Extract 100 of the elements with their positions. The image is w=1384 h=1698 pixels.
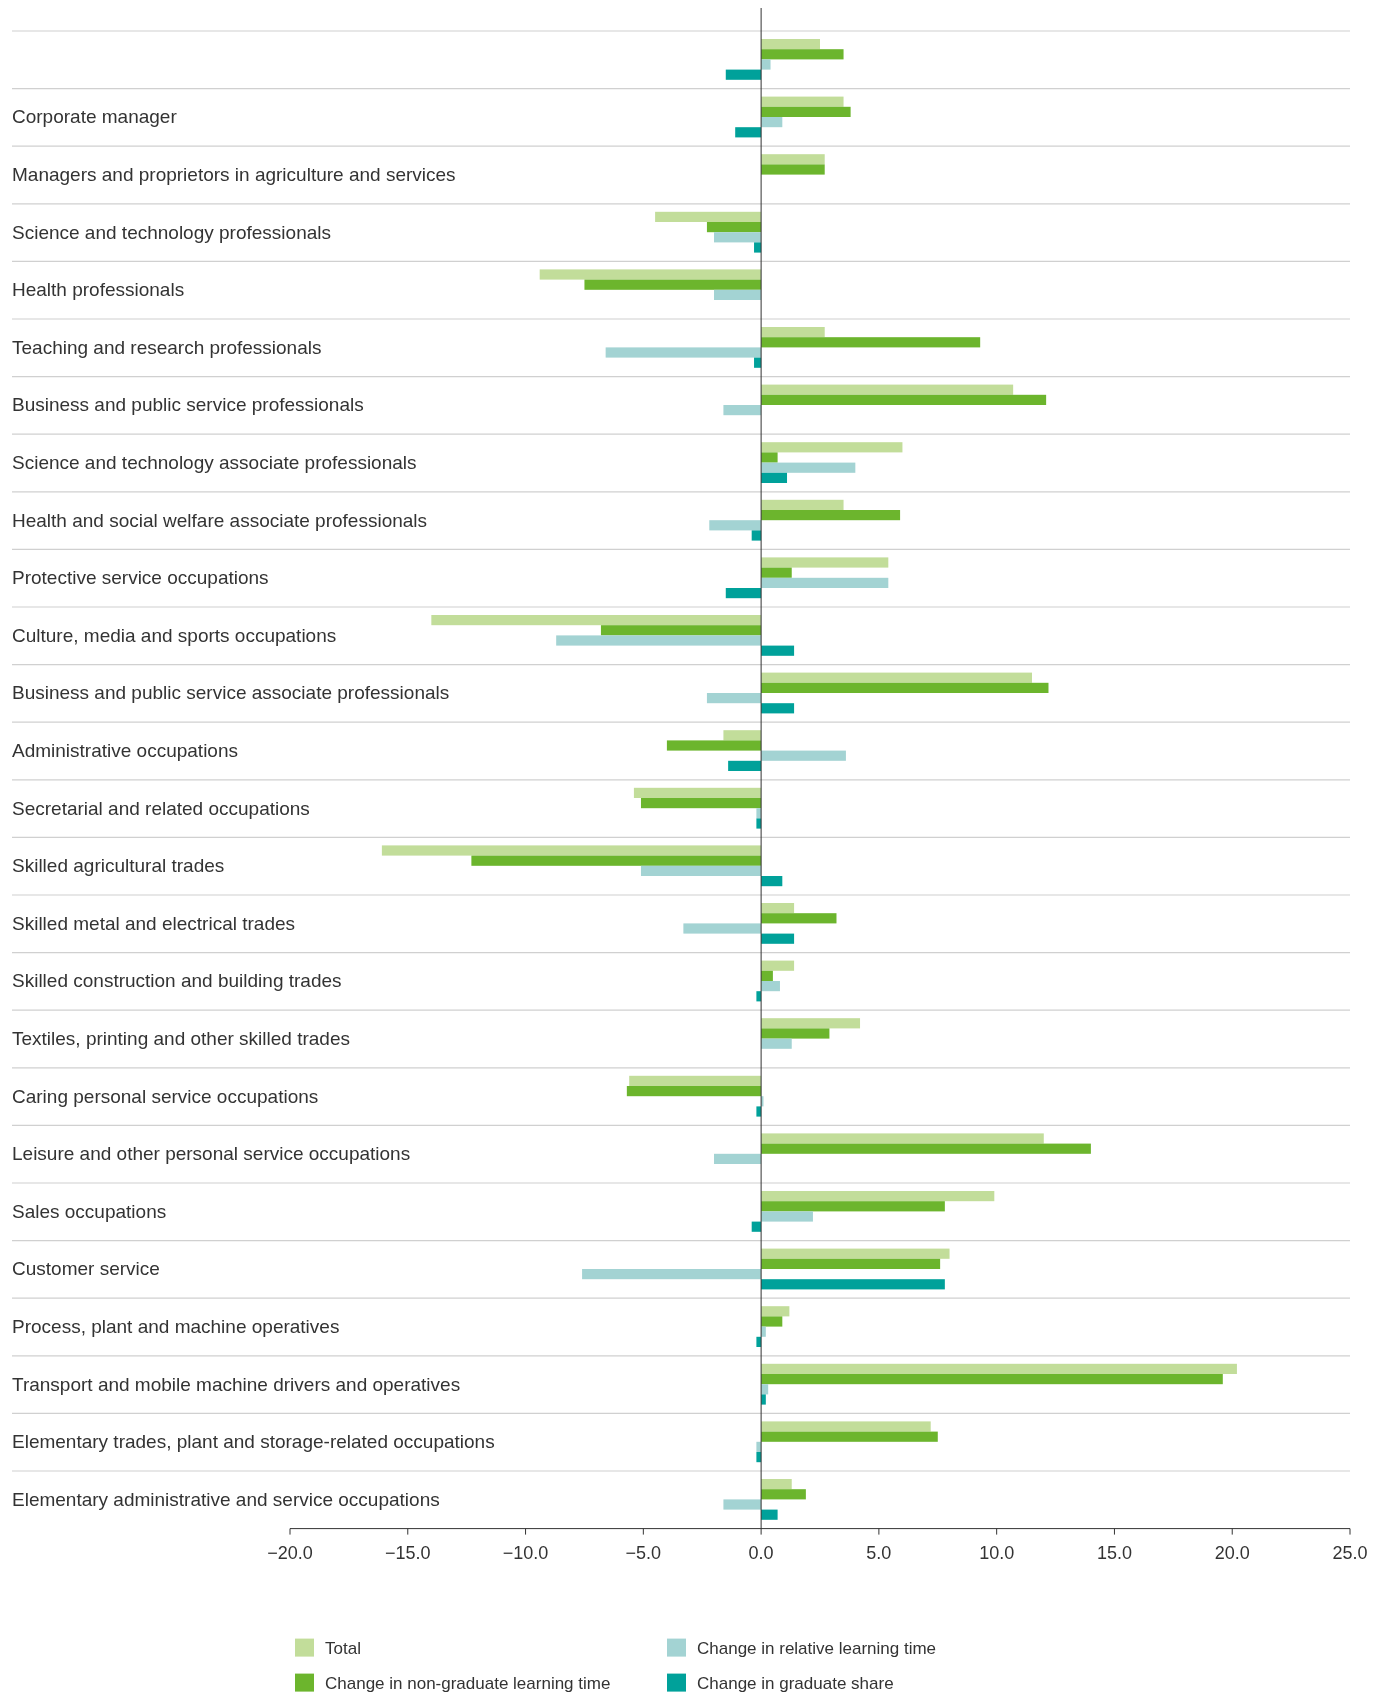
bar xyxy=(761,577,889,588)
bar xyxy=(761,1028,830,1039)
bar xyxy=(723,730,762,741)
y-tick-label: Customer service xyxy=(12,1258,160,1280)
bar xyxy=(761,1211,813,1222)
x-tick-label: −15.0 xyxy=(385,1542,431,1563)
bar xyxy=(584,279,762,290)
y-tick-label: Corporate manager xyxy=(12,106,178,128)
y-tick-label: Business and public service associate professionals xyxy=(12,682,450,704)
x-tick-label: 20.0 xyxy=(1214,1542,1250,1563)
bar xyxy=(761,1363,1237,1374)
bar xyxy=(640,865,762,876)
bar xyxy=(761,1489,806,1500)
x-tick-label: 15.0 xyxy=(1096,1542,1132,1563)
y-tick-label: Skilled construction and building trades xyxy=(12,970,342,992)
bar xyxy=(714,1153,762,1164)
bar xyxy=(761,1133,1044,1144)
bar xyxy=(605,347,762,358)
y-tick-label: Leisure and other personal service occupations xyxy=(12,1143,411,1165)
bar xyxy=(761,567,792,578)
bar xyxy=(761,39,820,50)
bar xyxy=(600,625,762,636)
bar xyxy=(582,1269,762,1280)
bar xyxy=(725,588,762,599)
bar xyxy=(761,1394,766,1405)
bar xyxy=(761,1431,938,1442)
bar xyxy=(761,462,856,473)
legend-label: Change in graduate share xyxy=(697,1673,894,1693)
bar xyxy=(761,337,981,348)
x-tick-label: −10.0 xyxy=(502,1542,549,1563)
bar xyxy=(761,1421,931,1432)
bar xyxy=(761,933,795,944)
bar xyxy=(640,798,762,809)
bar xyxy=(706,222,762,233)
bar xyxy=(761,876,783,887)
bar xyxy=(761,1191,995,1202)
bar xyxy=(761,1258,941,1269)
x-tick-label: 0.0 xyxy=(748,1542,774,1563)
bar xyxy=(761,49,844,60)
bar xyxy=(728,760,762,771)
y-tick-label: Skilled metal and electrical trades xyxy=(12,912,296,934)
y-tick-label: Textiles, printing and other skilled trades xyxy=(12,1028,350,1049)
y-tick-label: Science and technology associate professionals xyxy=(12,452,417,473)
bar xyxy=(556,635,762,646)
bar xyxy=(756,818,762,829)
bar xyxy=(725,69,762,80)
bar xyxy=(761,327,825,338)
bar xyxy=(761,1509,778,1520)
y-tick-label: Sales occupations xyxy=(12,1200,167,1222)
bar xyxy=(761,750,846,761)
y-tick-label: Protective service occupations xyxy=(12,567,269,589)
bar xyxy=(761,106,851,117)
bar xyxy=(761,682,1049,693)
bar xyxy=(761,645,795,656)
bar xyxy=(761,1038,792,1049)
y-tick-label: Caring personal service occupations xyxy=(12,1085,319,1107)
bar xyxy=(761,672,1032,683)
bar xyxy=(761,960,795,971)
bar xyxy=(761,164,825,175)
bar xyxy=(754,242,762,253)
bar xyxy=(761,703,795,714)
bar xyxy=(761,903,795,914)
bar xyxy=(471,855,762,866)
bar xyxy=(431,615,762,626)
bar xyxy=(751,530,762,541)
x-tick-label: −5.0 xyxy=(625,1542,662,1563)
bar xyxy=(761,394,1047,405)
bar xyxy=(626,1086,762,1097)
bar xyxy=(629,1075,762,1086)
bar xyxy=(761,557,889,568)
legend-label: Total xyxy=(325,1638,361,1658)
bar xyxy=(761,384,1014,395)
bar xyxy=(761,1143,1091,1154)
y-tick-label: Health and social welfare associate professionals xyxy=(12,509,428,531)
legend-label: Change in non-graduate learning time xyxy=(325,1673,611,1693)
x-tick-label: −20.0 xyxy=(267,1542,313,1563)
bar xyxy=(761,1306,790,1317)
legend-label: Change in relative learning time xyxy=(697,1638,937,1658)
bar xyxy=(761,96,844,107)
x-tick-label: 5.0 xyxy=(866,1542,892,1563)
bar xyxy=(761,970,773,981)
y-tick-label: Transport and mobile machine drivers and operatives xyxy=(12,1373,461,1395)
bar xyxy=(714,289,762,300)
bar xyxy=(655,211,762,222)
x-tick-label: 25.0 xyxy=(1332,1542,1368,1563)
bar xyxy=(761,981,780,992)
bar xyxy=(666,740,762,751)
bar xyxy=(761,913,837,924)
bar xyxy=(756,1106,762,1117)
bar xyxy=(714,232,762,243)
bar xyxy=(761,1316,783,1327)
bar xyxy=(761,499,844,510)
bar xyxy=(723,405,762,416)
y-tick-label: Culture, media and sports occupations xyxy=(12,624,337,646)
y-tick-label: Secretarial and related occupations xyxy=(12,797,310,819)
y-tick-label: Business and public service professionals xyxy=(12,394,364,416)
y-tick-label: Elementary trades, plant and storage-related occupations xyxy=(12,1431,495,1453)
y-tick-label: Administrative occupations xyxy=(12,740,238,761)
bar xyxy=(709,520,762,531)
bar xyxy=(761,1018,861,1029)
